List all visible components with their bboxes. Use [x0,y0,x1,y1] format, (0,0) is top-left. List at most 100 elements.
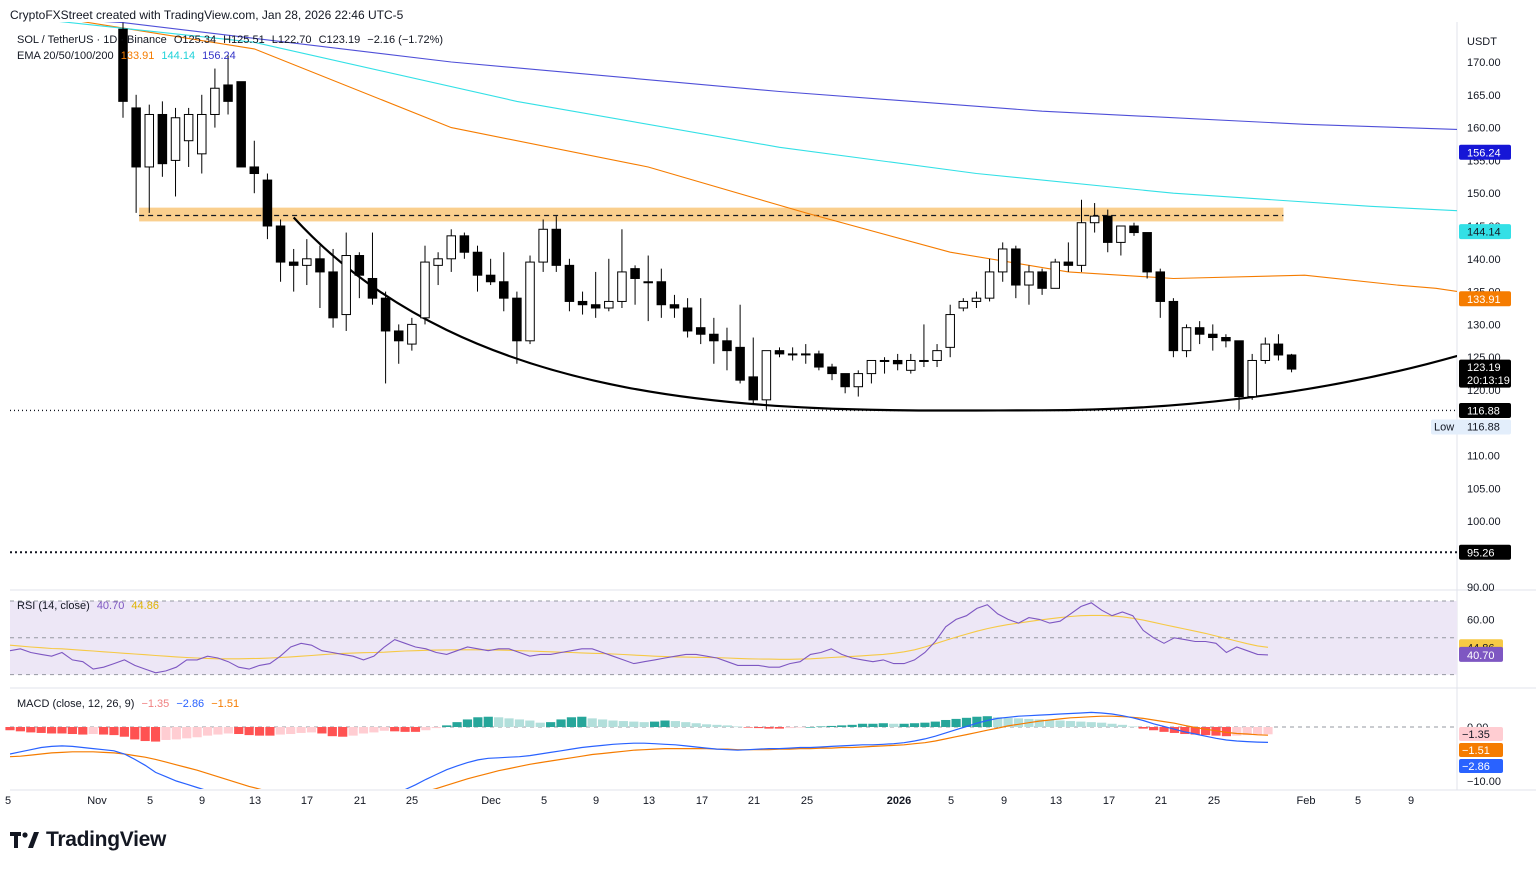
price-tick-label: 150.00 [1467,188,1501,200]
main-plot [10,22,1457,554]
time-tick-label: 9 [1001,795,1007,807]
time-tick-label: 13 [1050,795,1062,807]
macd-histogram-bar [36,727,46,733]
macd-histogram-bar [57,727,67,734]
candle-body [1116,225,1126,243]
candle-body [551,228,562,266]
time-tick-label: Dec [481,795,501,807]
candle-body [315,258,325,273]
candle-body [420,261,430,319]
candle-body [840,373,850,388]
macd-histogram-bar [982,716,992,727]
price-tick-label: 110.00 [1467,451,1500,463]
ema-legend: EMA 20/50/100/200 133.91 144.14 156.24 [17,50,240,62]
macd-histogram-bar [826,725,836,727]
macd-histogram-bar [244,727,254,736]
macd-histogram-bar [691,723,701,727]
macd-histogram-bar [140,727,150,742]
ema-line-200 [103,22,1457,130]
macd-histogram-bar [941,719,951,727]
ema200-value: 156.24 [202,50,236,62]
candle-body [1234,340,1244,398]
macd-histogram-bar [26,727,36,733]
candle-body [722,340,732,352]
rsi-label: RSI (14, close) [17,600,90,612]
macd-histogram-bar [712,724,722,727]
macd-histogram-bar [837,725,847,727]
candle-body [118,28,128,102]
macd-histogram-bar [327,727,337,737]
macd-histogram-bar [660,720,670,727]
macd-histogram-bar [795,727,805,728]
candle-body [485,274,496,283]
macd-histogram-bar [1232,727,1242,736]
macd-histogram-bar [753,727,764,729]
macd-signal-badge-bg [1459,743,1503,757]
time-tick-label: 2026 [887,795,911,807]
change-value: −2.16 (−1.72%) [367,34,444,46]
candle-body [262,179,273,227]
macd-histogram-bar [1201,727,1211,736]
macd-histogram-bar [1169,727,1180,733]
ema100-badge: 144.14 [1467,227,1501,239]
time-tick-label: 5 [1355,795,1361,807]
macd-histogram-bar [1180,727,1190,735]
macd-histogram-bar [286,727,296,735]
macd-histogram-bar [847,724,857,727]
time-tick-label: 13 [643,795,655,807]
candle-body [892,359,903,365]
candle-body [275,225,286,263]
low-badge-value: 116.88 [1467,421,1500,433]
macd-histogram-bar [234,727,244,735]
price-tick-label: 130.00 [1467,319,1501,331]
time-tick-label: 5 [948,795,954,807]
candle-body [695,327,706,335]
candle-body [1011,248,1021,286]
macd-histogram-bar [109,727,119,736]
price-tick-label: 100.00 [1467,516,1501,528]
resistance-zone [139,207,1284,222]
candle-body [1089,215,1100,224]
symbol-label: SOL / TetherUS · 1D · Binance [17,34,167,46]
candle-body [341,255,351,316]
macd-histogram-bar [442,725,452,727]
candle-body [643,281,653,284]
time-tick-label: 17 [1103,795,1115,807]
price-tick-label: 90.00 [1467,582,1495,594]
macd-histogram-bar [629,721,639,727]
candle-body [1221,337,1231,342]
macd-histogram-bar [556,719,566,727]
macd-histogram-bar [275,727,285,735]
rsi-line [9,602,1269,674]
candle-body [393,330,404,342]
macd-histogram-bar [566,717,577,727]
macd-histogram-bar [358,727,369,734]
macd-histogram-bar [78,727,88,735]
candle-body [1129,225,1139,234]
macd-histogram-bar [306,727,317,733]
macd-line-badge-bg [1459,759,1503,773]
candle-body [236,81,246,168]
time-tick-label: 17 [301,795,313,807]
candle-body [590,304,601,309]
candle-body [1286,354,1297,370]
macd-histogram-bar [452,722,462,727]
macd-histogram-bar [598,719,608,727]
candle-body [604,300,614,309]
time-tick-label: 21 [748,795,760,807]
tradingview-logo: TradingView [10,828,166,852]
candle-body [1024,271,1034,286]
macd-histogram-bar [494,717,504,727]
macd-histogram-bar [972,716,982,727]
macd-histogram-bar [1055,720,1065,727]
time-tick-label: 25 [801,795,813,807]
macd-histogram-bar [390,727,400,732]
macd-histogram-bar [722,725,732,727]
macd-histogram-bar [546,722,556,727]
macd-histogram-bar [639,722,649,727]
ema-line-50 [81,22,1457,293]
macd-histogram-bar [410,727,421,732]
macd-histogram-bar [878,723,888,727]
macd-histogram-bar [483,716,493,727]
level-9526-badge: 95.26 [1467,547,1495,559]
